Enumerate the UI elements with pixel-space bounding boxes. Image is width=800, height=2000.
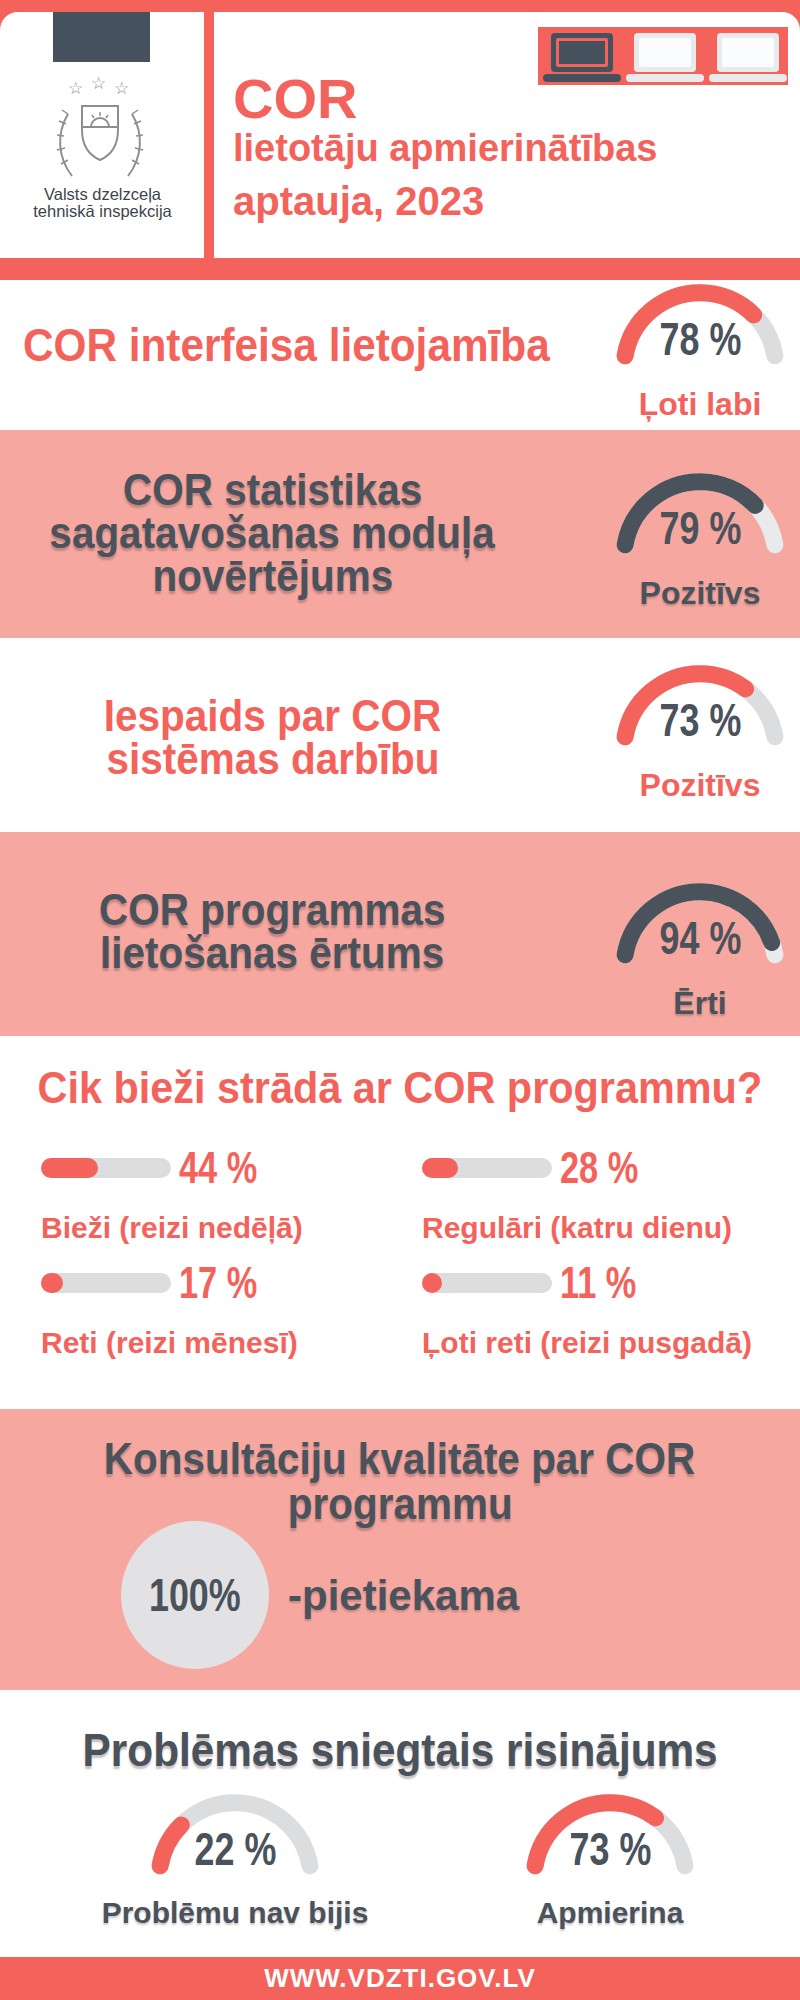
gauge-no-problems: 22 % Problēmu nav bijis: [149, 1791, 321, 1941]
laptop-dark-icon: [542, 33, 622, 82]
q2-heading: COR statistikas sagatavošanas moduļa nov…: [0, 468, 545, 597]
flag-rect: [53, 12, 150, 62]
q3-heading: Iespaids par COR sistēmas darbību: [0, 694, 545, 780]
gauge-statistics: 79 % Pozitīvs: [614, 470, 786, 620]
bar-value: 28 %: [560, 1143, 760, 1193]
laptop-light-icon: [708, 33, 788, 82]
gauge-value: 73 %: [524, 1822, 696, 1876]
freq-label-very-rare: Ļoti reti (reizi pusgadā): [422, 1326, 752, 1360]
gauge-value: 79 %: [614, 501, 786, 555]
laptop-base: [543, 74, 621, 82]
org-name: Valsts dzelzceļa tehniskā inspekcija: [10, 186, 195, 220]
gauge-label: Ērti: [550, 985, 800, 1022]
org-name-line2: tehniskā inspekcija: [10, 203, 195, 220]
laptop-light-icon: [625, 33, 705, 82]
bar-value: 44 %: [179, 1143, 379, 1193]
gauge-impression: 73 % Pozitīvs: [614, 662, 786, 812]
bar-track: [41, 1273, 171, 1293]
page-title-line3: aptauja, 2023: [233, 179, 484, 224]
consultation-heading: Konsultāciju kvalitāte par COR programmu: [0, 1436, 800, 1526]
consultation-circle: 100%: [121, 1521, 269, 1669]
gauge-interface: 78 % Ļoti labi: [614, 281, 786, 431]
gauge-label: Pozitīvs: [550, 575, 800, 612]
gauge-value: 22 %: [149, 1822, 321, 1876]
emblem-sun: [91, 118, 109, 127]
consultation-label: -pietiekama: [288, 1572, 519, 1620]
gauge-value: 78 %: [614, 312, 786, 366]
gauge-label: Apmierina: [460, 1896, 760, 1930]
gauge-value: 73 %: [614, 693, 786, 747]
footer-bar: WWW.VDZTI.GOV.LV: [0, 1957, 800, 2000]
consultation-value: 100%: [149, 1521, 241, 1669]
gauge-satisfied: 73 % Apmierina: [524, 1791, 696, 1941]
bar-track: [422, 1158, 552, 1178]
freq-label-regular: Regulāri (katru dienu): [422, 1211, 732, 1245]
q1-heading: COR interfeisa lietojamība: [0, 318, 545, 372]
laptops-icon: [538, 27, 788, 85]
bar-fill: [422, 1158, 458, 1178]
page-title-line1: COR: [233, 66, 357, 131]
laptop-base: [626, 74, 704, 82]
bar-fill: [41, 1273, 63, 1293]
header-divider: [204, 12, 214, 258]
infographic-page: ☆ ☆ ☆ Valsts dzelzceļa tehniskā inspekci…: [0, 0, 800, 2000]
coat-of-arms-logo: ☆ ☆ ☆: [50, 76, 150, 184]
frequency-heading: Cik bieži strādā ar COR programmu?: [0, 1062, 800, 1114]
emblem-star: ☆: [91, 76, 106, 93]
laptop-screen: [717, 33, 779, 72]
laptop-screen: [551, 33, 613, 72]
freq-label-often: Bieži (reizi nedēļā): [41, 1211, 303, 1245]
bar-value: 17 %: [179, 1258, 379, 1308]
gauge-value: 94 %: [614, 911, 786, 965]
q4-heading: COR programmas lietošanas ērtums: [0, 888, 545, 974]
problems-heading: Problēmas sniegtais risinājums: [0, 1723, 800, 1777]
footer-url: WWW.VDZTI.GOV.LV: [264, 1963, 536, 1993]
bar-track: [41, 1158, 171, 1178]
page-title-line2: lietotāju apmierinātības: [233, 127, 657, 170]
emblem-star: ☆: [114, 79, 129, 98]
gauge-convenience: 94 % Ērti: [614, 880, 786, 1030]
laptop-base: [709, 74, 787, 82]
bar-fill: [422, 1273, 442, 1293]
gauge-label: Ļoti labi: [550, 386, 800, 423]
gauge-label: Pozitīvs: [550, 767, 800, 804]
gauge-label: Problēmu nav bijis: [85, 1896, 385, 1930]
freq-label-rare: Reti (reizi mēnesī): [41, 1326, 298, 1360]
org-name-line1: Valsts dzelzceļa: [10, 186, 195, 203]
bar-value: 11 %: [560, 1258, 760, 1308]
bar-track: [422, 1273, 552, 1293]
bar-fill: [41, 1158, 98, 1178]
emblem-star: ☆: [68, 79, 83, 98]
laptop-screen: [634, 33, 696, 72]
